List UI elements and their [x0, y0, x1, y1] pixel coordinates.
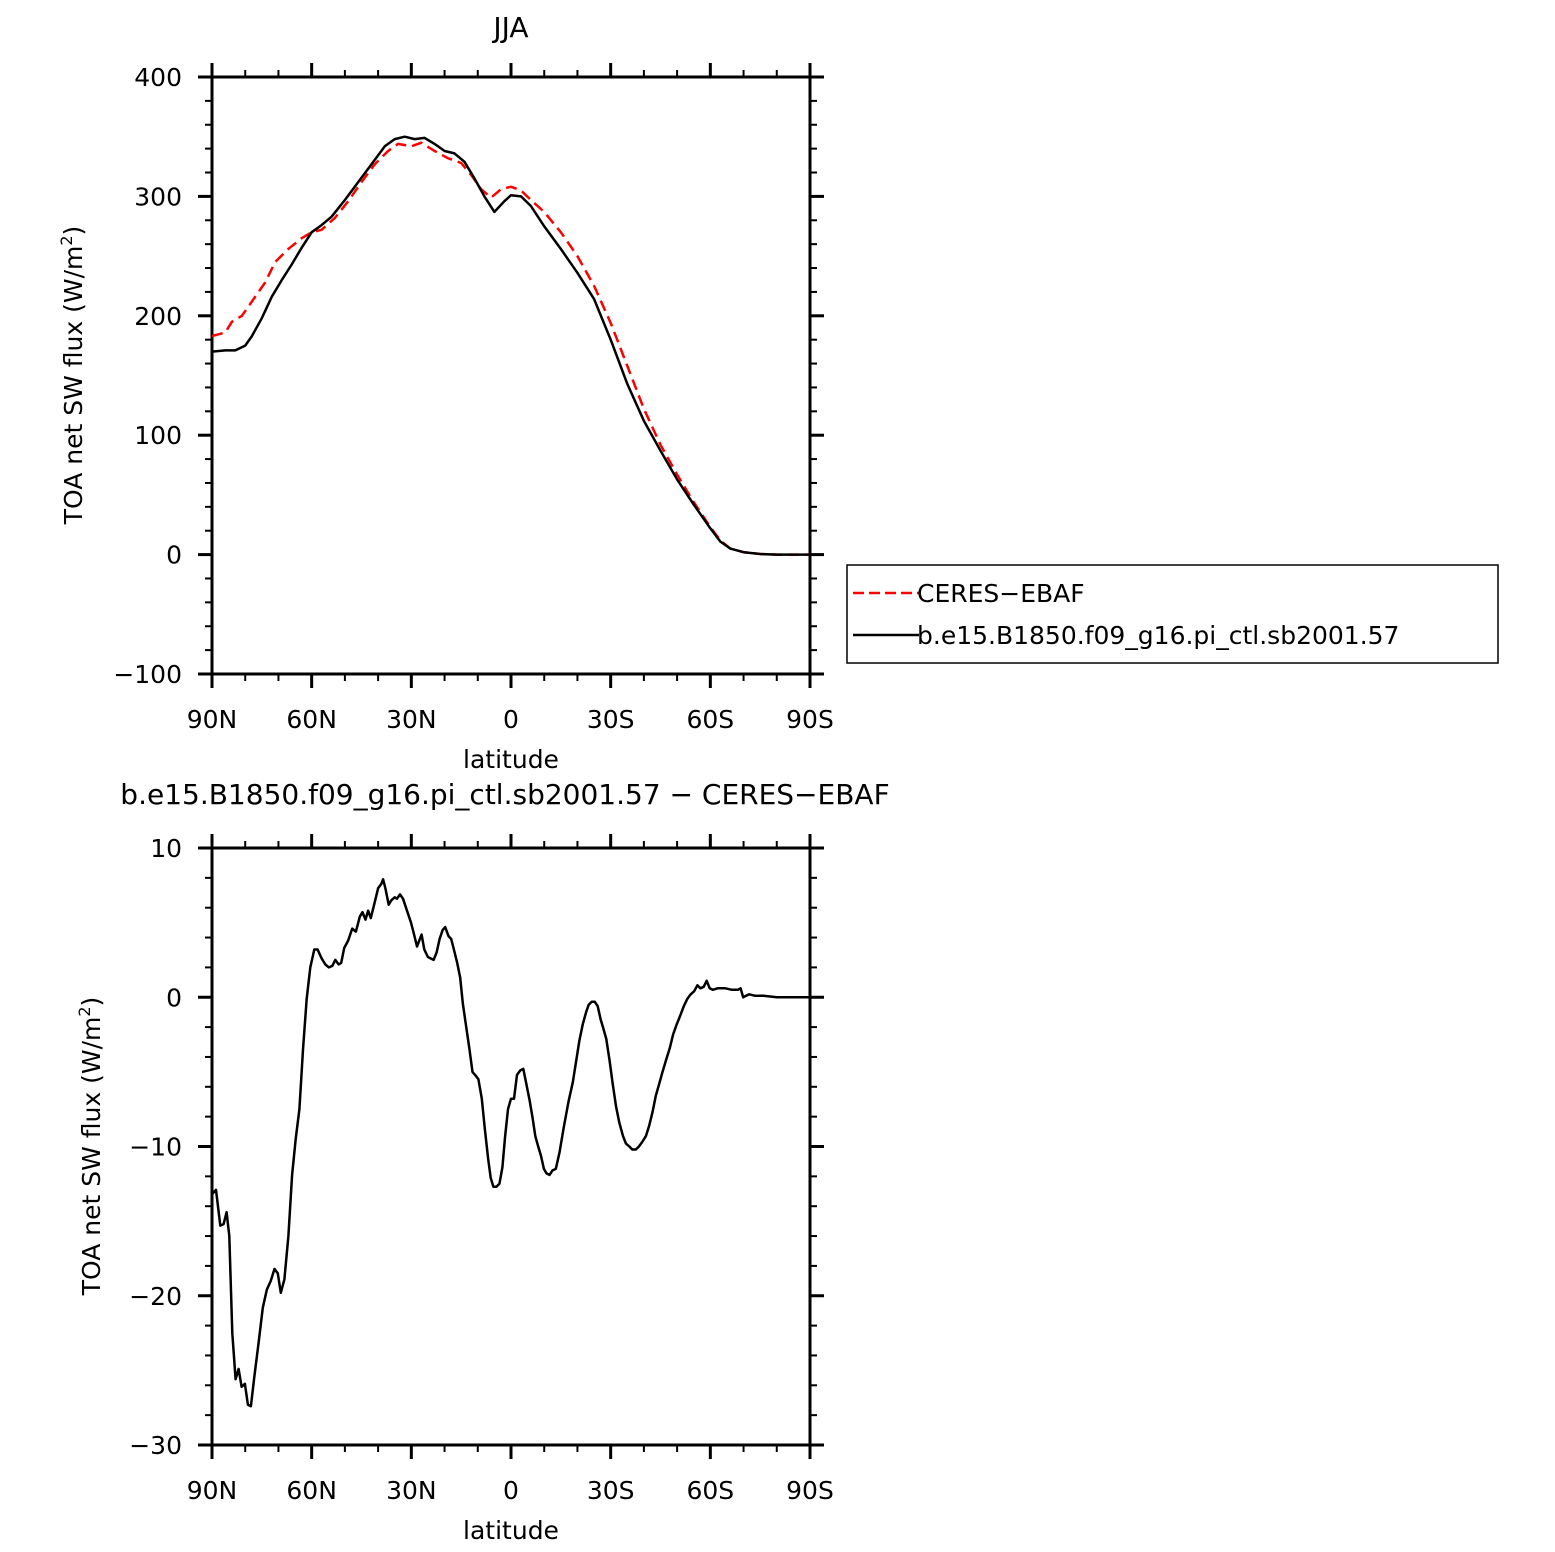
chart-panel-1: JJA 90N 60N 30N 0 30S 60S 90S −100 0 100 200 300 400 l… — [57, 11, 1499, 774]
y-axis-label: TOA net SW flux (W/m2) — [75, 997, 106, 1297]
plot-frame — [210, 846, 812, 1447]
plot-frame — [210, 75, 812, 676]
y-tick-label: −20 — [129, 1282, 182, 1311]
x-axis-label: latitude — [463, 745, 559, 774]
x-tick-label: 60S — [686, 705, 734, 734]
y-tick-label: 0 — [166, 983, 182, 1012]
x-tick-label: 90S — [786, 705, 834, 734]
y-tick-label: 100 — [134, 421, 182, 450]
chart-panel-2: b.e15.B1850.f09_g16.pi_ctl.sb2001.57 − C… — [75, 778, 890, 1545]
series-line-2 — [212, 135, 810, 556]
x-tick-label: 30S — [587, 1476, 635, 1505]
y-tick-label: 0 — [166, 541, 182, 570]
legend-box — [846, 564, 1499, 664]
y-axis-label-main: TOA net SW flux (W/m — [77, 1017, 106, 1297]
y-tick-label: −100 — [113, 660, 182, 689]
x-tick-label: 60N — [286, 705, 337, 734]
x-tick-label: 90N — [187, 1476, 238, 1505]
x-tick-label: 90S — [786, 1476, 834, 1505]
y-axis-label-sup: 2 — [75, 1006, 94, 1016]
y-axis-label-sup: 2 — [57, 235, 76, 245]
y-axis-label-close: ) — [77, 997, 106, 1007]
legend-label-2: b.e15.B1850.f09_g16.pi_ctl.sb2001.57 — [917, 621, 1399, 650]
chart-title: JJA — [491, 11, 528, 44]
x-axis-label: latitude — [463, 1516, 559, 1545]
x-tick-label: 30N — [386, 1476, 437, 1505]
x-tick-label: 30S — [587, 705, 635, 734]
x-tick-label: 0 — [503, 1476, 519, 1505]
series-line-1 — [212, 141, 810, 556]
y-tick-label: 10 — [150, 834, 182, 863]
y-axis-label-main: TOA net SW flux (W/m — [59, 246, 88, 526]
y-axis-label: TOA net SW flux (W/m2) — [57, 226, 88, 526]
x-tick-label: 0 — [503, 705, 519, 734]
x-tick-label: 30N — [386, 705, 437, 734]
x-tick-label: 60S — [686, 1476, 734, 1505]
y-axis-label-close: ) — [59, 226, 88, 236]
legend: CERES−EBAF b.e15.B1850.f09_g16.pi_ctl.sb2… — [846, 564, 1499, 664]
y-tick-label: 300 — [134, 182, 182, 211]
x-tick-label: 90N — [187, 705, 238, 734]
legend-label-1: CERES−EBAF — [917, 579, 1085, 608]
series-line-1 — [212, 878, 810, 1408]
y-tick-label: 400 — [134, 63, 182, 92]
x-tick-label: 60N — [286, 1476, 337, 1505]
y-tick-label: −10 — [129, 1133, 182, 1162]
y-tick-label: −30 — [129, 1431, 182, 1460]
y-tick-label: 200 — [134, 302, 182, 331]
chart-title: b.e15.B1850.f09_g16.pi_ctl.sb2001.57 − C… — [120, 778, 889, 811]
